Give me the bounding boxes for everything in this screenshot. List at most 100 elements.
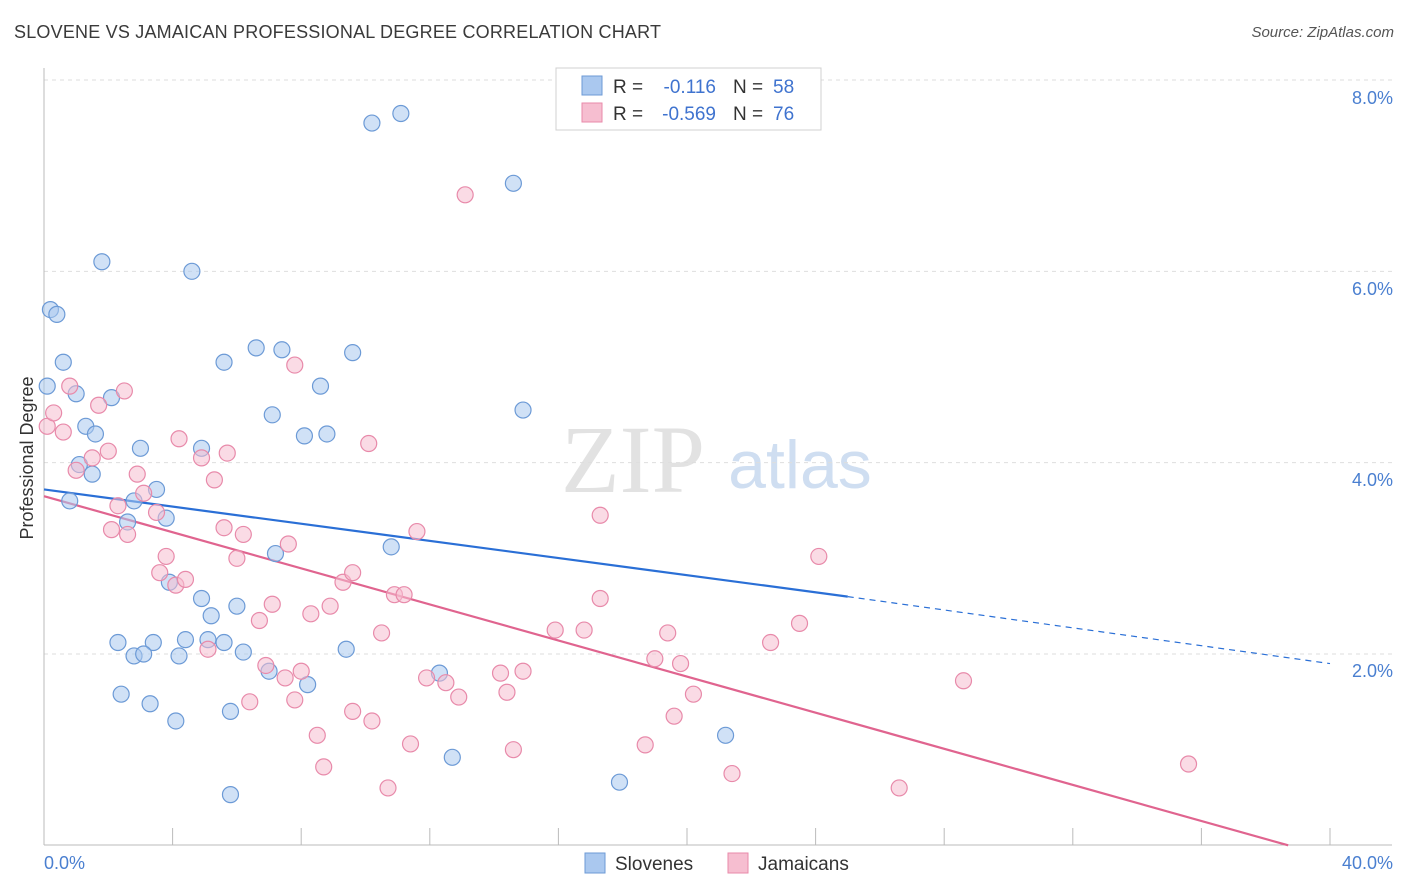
point-jamaicans-18 xyxy=(170,430,188,448)
point-jamaicans-15 xyxy=(151,564,169,582)
point-slovenes-36 xyxy=(202,607,220,625)
point-jamaicans-8 xyxy=(115,382,133,400)
point-slovenes-57 xyxy=(610,773,629,791)
point-jamaicans-52 xyxy=(437,674,455,692)
point-jamaicans-39 xyxy=(199,640,217,658)
legend-r-value-2: -0.569 xyxy=(662,104,716,125)
point-jamaicans-66 xyxy=(671,654,690,673)
point-slovenes-3 xyxy=(38,377,56,395)
point-jamaicans-28 xyxy=(286,356,304,374)
point-jamaicans-73 xyxy=(954,672,973,690)
point-jamaicans-57 xyxy=(514,662,532,680)
point-jamaicans-70 xyxy=(790,614,809,632)
legend-n-label-2: N = xyxy=(733,104,763,125)
point-jamaicans-37 xyxy=(372,624,391,642)
legend-swatch-jamaicans xyxy=(581,102,603,123)
point-slovenes-19 xyxy=(247,339,265,357)
point-jamaicans-23 xyxy=(228,549,246,567)
point-jamaicans-48 xyxy=(363,712,381,730)
legend-r-label-1: R = xyxy=(613,77,643,98)
point-jamaicans-6 xyxy=(90,396,108,414)
point-jamaicans-75 xyxy=(102,521,121,539)
point-jamaicans-25 xyxy=(250,611,269,630)
trend-line-jamaicans xyxy=(43,495,1289,847)
point-slovenes-8 xyxy=(131,439,150,457)
point-jamaicans-33 xyxy=(360,434,378,453)
data-points xyxy=(38,104,1198,804)
point-jamaicans-11 xyxy=(128,465,146,483)
point-jamaicans-26 xyxy=(263,595,281,613)
point-jamaicans-43 xyxy=(286,691,304,709)
point-slovenes-55 xyxy=(716,726,735,744)
point-jamaicans-58 xyxy=(546,621,564,639)
point-jamaicans-42 xyxy=(292,662,310,680)
legend-swatch-slovenes xyxy=(581,75,603,96)
watermark-atlas: atlas xyxy=(728,427,872,503)
point-jamaicans-69 xyxy=(761,633,780,652)
series-label-jamaicans: Jamaicans xyxy=(758,854,849,875)
point-jamaicans-36 xyxy=(408,522,426,541)
legend-n-value-1: 58 xyxy=(773,77,794,98)
point-jamaicans-4 xyxy=(67,461,85,479)
point-slovenes-37 xyxy=(109,633,127,652)
point-jamaicans-47 xyxy=(344,702,362,721)
point-jamaicans-3 xyxy=(61,377,79,395)
grid-lines xyxy=(44,79,1392,655)
point-slovenes-34 xyxy=(192,589,211,608)
trend-line-slovenes-extension xyxy=(847,596,1331,665)
point-jamaicans-24 xyxy=(234,525,252,544)
point-jamaicans-21 xyxy=(218,444,236,462)
point-jamaicans-62 xyxy=(636,736,654,754)
series-swatch-jamaicans xyxy=(727,852,749,874)
x-tick-label-max: 40.0% xyxy=(1342,853,1393,873)
point-jamaicans-45 xyxy=(308,726,326,744)
point-slovenes-17 xyxy=(183,262,201,280)
point-jamaicans-59 xyxy=(575,621,593,639)
source-credit: Source: ZipAtlas.com xyxy=(1251,24,1394,41)
point-jamaicans-27 xyxy=(279,535,297,553)
point-slovenes-28 xyxy=(363,114,381,132)
point-slovenes-35 xyxy=(228,597,246,615)
point-jamaicans-51 xyxy=(417,669,436,687)
point-jamaicans-2 xyxy=(54,423,72,441)
point-jamaicans-14 xyxy=(157,547,175,566)
correlation-legend: R = -0.116 N = 58 R = -0.569 N = 76 xyxy=(555,67,822,131)
point-slovenes-41 xyxy=(215,633,233,652)
legend-r-value-1: -0.116 xyxy=(664,77,716,98)
point-jamaicans-68 xyxy=(723,764,741,783)
point-slovenes-31 xyxy=(382,538,400,556)
series-legend: Slovenes Jamaicans xyxy=(584,852,849,875)
point-jamaicans-22 xyxy=(215,519,233,537)
point-slovenes-12 xyxy=(61,492,79,510)
point-slovenes-1 xyxy=(48,305,66,323)
point-jamaicans-12 xyxy=(135,484,153,502)
y-tick-label-6: 6.0% xyxy=(1352,279,1393,299)
point-jamaicans-63 xyxy=(646,650,664,668)
point-jamaicans-67 xyxy=(684,685,703,703)
point-jamaicans-40 xyxy=(257,656,275,675)
point-jamaicans-71 xyxy=(810,547,828,566)
point-slovenes-30 xyxy=(504,174,522,192)
series-swatch-slovenes xyxy=(584,852,606,874)
point-jamaicans-46 xyxy=(315,758,333,776)
point-slovenes-49 xyxy=(141,695,159,713)
point-jamaicans-56 xyxy=(504,741,522,759)
point-jamaicans-5 xyxy=(83,449,101,467)
point-slovenes-25 xyxy=(318,425,336,443)
point-slovenes-21 xyxy=(344,344,362,362)
point-slovenes-22 xyxy=(311,377,330,395)
point-slovenes-54 xyxy=(443,748,461,766)
point-jamaicans-30 xyxy=(321,597,339,615)
point-jamaicans-32 xyxy=(344,564,362,582)
point-jamaicans-38 xyxy=(456,186,474,204)
point-jamaicans-60 xyxy=(591,506,609,524)
y-axis-label: Professional Degree xyxy=(17,376,37,539)
point-slovenes-29 xyxy=(392,104,410,123)
point-jamaicans-65 xyxy=(665,707,683,725)
point-slovenes-39 xyxy=(176,631,195,649)
point-jamaicans-10 xyxy=(118,525,137,544)
trend-line-slovenes xyxy=(43,488,848,598)
point-slovenes-44 xyxy=(170,647,188,665)
y-tick-label-4: 4.0% xyxy=(1352,470,1393,490)
legend-n-label-1: N = xyxy=(733,77,763,98)
